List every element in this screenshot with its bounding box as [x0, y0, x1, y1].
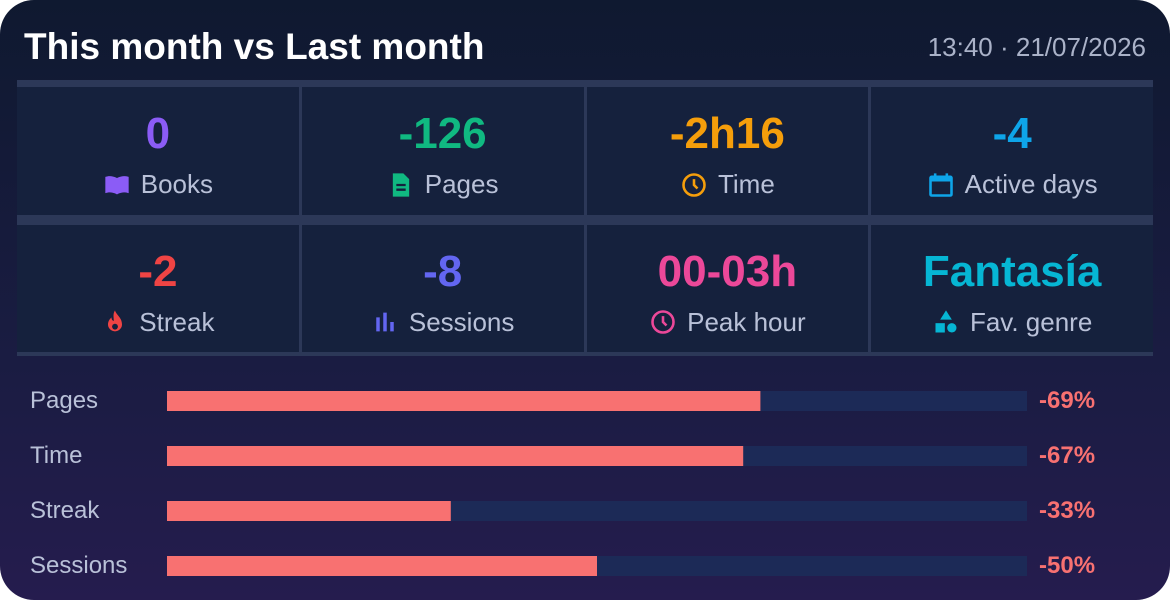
stat-tile: 00-03h Peak hour	[586, 224, 869, 352]
timestamp: 13:40 · 21/07/2026	[927, 32, 1146, 62]
stat-icon	[928, 172, 953, 197]
bar	[167, 446, 744, 466]
bar-label: Time	[30, 442, 83, 469]
stat-value: 00-03h	[657, 246, 798, 296]
tile-grid: 0 Books -126 Pages -2h16 Time -4 Active days -2 S…	[17, 80, 1153, 356]
stat-tile: -2h16 Time	[586, 87, 869, 215]
bar-label: Pages	[30, 387, 99, 414]
bar-value-label: -67%	[1039, 442, 1096, 469]
stat-label: Active days	[964, 169, 1098, 199]
stat-value: 0	[145, 109, 171, 158]
stat-tile: -126 Pages	[301, 87, 584, 215]
stat-icon	[651, 310, 675, 334]
bar-value-label: -69%	[1039, 387, 1096, 414]
title: This month vs Last month	[24, 26, 485, 67]
stat-value: Fantasía	[922, 246, 1102, 296]
stat-label-row: Pages	[302, 169, 584, 200]
stat-value: -2	[138, 246, 178, 296]
stat-icon	[105, 175, 129, 194]
stat-tile: Fantasía Fav. genre	[871, 224, 1153, 352]
bar	[167, 391, 761, 411]
stat-label: Pages	[424, 169, 499, 199]
bar-value-label: -33%	[1039, 497, 1096, 524]
stat-value: -126	[398, 109, 487, 158]
stat-label: Peak hour	[687, 306, 806, 337]
stat-tile: -2 Streak	[17, 224, 299, 352]
bar-label: Sessions	[30, 552, 128, 579]
stat-label-row: Streak	[17, 307, 299, 338]
stat-icon	[392, 172, 409, 197]
bar	[167, 556, 597, 576]
stat-icon	[682, 172, 706, 197]
bar-label: Streak	[30, 497, 100, 524]
bar	[167, 501, 451, 521]
stat-icon	[935, 310, 957, 333]
bar-value-label: -50%	[1039, 552, 1096, 579]
stat-value: -4	[992, 109, 1032, 158]
stat-icon	[108, 310, 123, 332]
stat-value: -2h16	[669, 109, 785, 158]
stat-label-row: Time	[587, 169, 869, 200]
stat-icon	[376, 312, 394, 332]
stat-label-row: Active days	[871, 169, 1153, 200]
stat-label-row: Sessions	[302, 307, 584, 338]
stat-value: -8	[423, 246, 463, 296]
stat-tile: -4 Active days	[871, 87, 1153, 215]
stat-label: Fav. genre	[969, 306, 1093, 337]
stat-label: Time	[717, 169, 775, 199]
stat-label-row: Fav. genre	[871, 307, 1153, 338]
stat-tile: -8 Sessions	[301, 224, 584, 352]
stat-label: Streak	[139, 306, 215, 337]
stat-label-row: Peak hour	[587, 307, 869, 338]
stat-label: Sessions	[408, 306, 515, 337]
stat-label: Books	[140, 169, 213, 199]
stat-tile: 0 Books	[17, 87, 299, 215]
stat-label-row: Books	[17, 169, 299, 200]
